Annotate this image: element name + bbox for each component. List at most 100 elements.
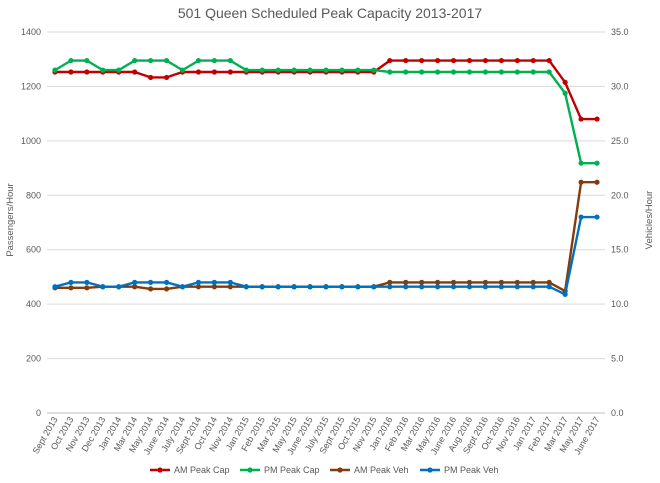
y-tick-label: 200 [26, 354, 41, 364]
data-point [466, 69, 473, 75]
y-tick-label: 1000 [21, 136, 41, 146]
data-point [530, 57, 536, 64]
data-point [546, 279, 552, 285]
data-point [514, 284, 520, 290]
y2-tick-label: 30.0 [611, 81, 629, 91]
data-point [195, 279, 202, 285]
y-tick-label: 400 [26, 299, 41, 309]
data-point [163, 57, 170, 64]
chart-title: 501 Queen Scheduled Peak Capacity 2013-2… [178, 5, 483, 21]
data-point [578, 116, 584, 122]
legend-swatch-marker [337, 467, 343, 473]
data-point [530, 284, 536, 290]
data-point [498, 57, 504, 64]
data-point [403, 284, 409, 290]
data-point [450, 69, 457, 75]
data-point [562, 291, 568, 297]
data-point [578, 214, 584, 220]
data-point [68, 279, 74, 285]
data-point [387, 57, 393, 64]
data-point [355, 284, 361, 290]
data-point [275, 67, 281, 73]
data-point [514, 57, 520, 64]
data-point [291, 67, 297, 73]
data-point [259, 284, 265, 290]
data-point [371, 67, 377, 73]
data-point [546, 69, 552, 75]
y2-tick-label: 35.0 [611, 27, 629, 37]
data-point [403, 69, 409, 75]
data-point [323, 284, 329, 290]
data-point [211, 57, 217, 64]
data-point [450, 279, 457, 285]
data-point [179, 67, 186, 73]
data-point [307, 67, 313, 73]
data-point [530, 279, 536, 285]
data-point [179, 284, 186, 290]
data-point [195, 284, 202, 290]
y2-tick-label: 10.0 [611, 299, 629, 309]
data-point [578, 179, 584, 185]
y-tick-label: 1200 [21, 81, 41, 91]
data-point [594, 214, 600, 220]
data-point [116, 67, 122, 73]
y-tick-label: 600 [26, 245, 41, 255]
y2-tick-label: 15.0 [611, 245, 629, 255]
data-point [211, 284, 217, 290]
data-point [100, 284, 106, 290]
data-point [148, 57, 154, 64]
data-point [387, 284, 393, 290]
data-point [275, 284, 281, 290]
data-point [148, 279, 154, 285]
data-point [163, 74, 170, 81]
series-line-3 [55, 180, 597, 293]
data-point [163, 286, 170, 292]
data-point [450, 57, 457, 64]
data-point [530, 69, 536, 75]
legend-label: AM Peak Cap [174, 465, 230, 475]
data-point [163, 279, 170, 285]
data-point [84, 285, 90, 291]
data-point [578, 160, 584, 166]
y2-tick-label: 5.0 [611, 354, 624, 364]
y-tick-label: 0 [36, 408, 41, 418]
data-point [291, 284, 297, 290]
data-point [466, 284, 473, 290]
data-point [84, 57, 90, 64]
data-point [387, 69, 393, 75]
data-point [100, 67, 106, 73]
data-point [211, 69, 217, 75]
legend-swatch-marker [247, 467, 253, 473]
legend-label: PM Peak Veh [444, 465, 499, 475]
data-point [562, 90, 568, 96]
series-line-2 [54, 59, 597, 165]
data-point [195, 57, 202, 64]
data-point [132, 284, 138, 290]
data-point [148, 286, 154, 292]
data-point [498, 279, 504, 285]
data-point [132, 57, 138, 64]
data-point [482, 69, 489, 75]
data-point [594, 179, 600, 185]
data-point [68, 57, 74, 64]
data-point [482, 57, 489, 64]
data-point [403, 279, 409, 285]
data-point [419, 284, 425, 290]
data-point [307, 284, 313, 290]
data-point [52, 67, 58, 73]
legend-label: PM Peak Cap [264, 465, 320, 475]
data-point [68, 285, 74, 291]
data-point [68, 69, 74, 75]
gridlines [47, 31, 605, 414]
data-point [466, 279, 473, 285]
data-point [594, 160, 600, 166]
data-point [227, 284, 233, 290]
data-point [546, 284, 552, 290]
data-point [450, 284, 457, 290]
y2-tick-label: 0.0 [611, 408, 624, 418]
data-point [498, 69, 504, 75]
data-point [339, 284, 345, 290]
data-point [482, 279, 489, 285]
